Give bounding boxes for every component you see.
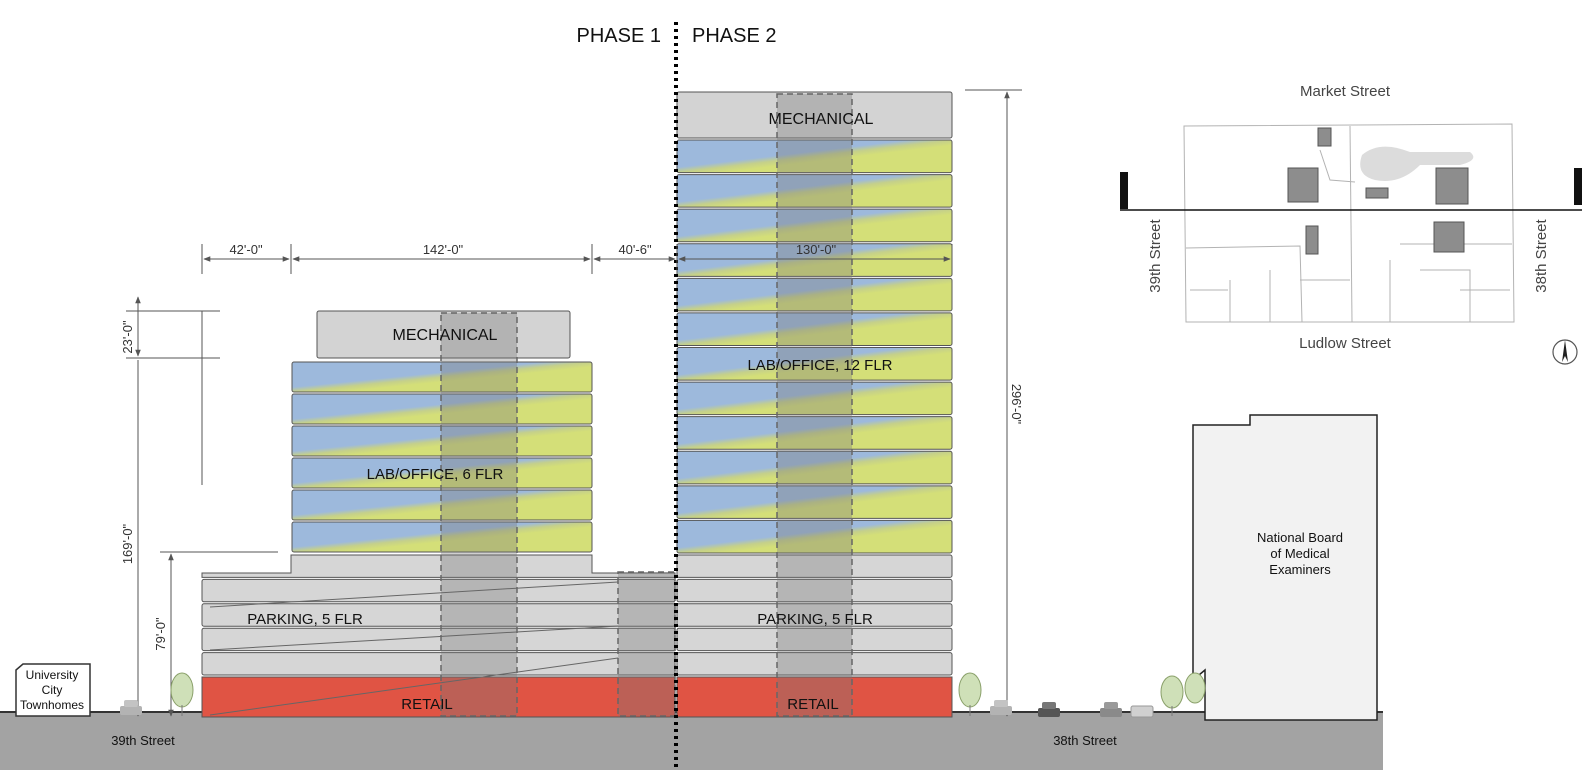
dim-79ft: 79'-0" [153,617,168,651]
cars [120,700,1154,718]
keymap-east-label: 38th Street [1533,218,1550,292]
lab-floor [676,277,953,312]
lab-floor [676,485,953,519]
lab-floor [676,347,953,381]
trees [170,672,1206,716]
lab-floor [676,416,953,450]
dim-169ft: 169'-0" [120,523,135,564]
parking-floor [676,554,953,578]
dim-130ft: 130'-0" [796,242,837,257]
phase2-core [776,93,853,717]
phase1-building [201,310,676,718]
car-icon [990,706,1012,715]
car-icon [1038,708,1060,717]
phase2-heading: PHASE 2 [692,25,776,47]
keymap-north-label: Market Street [1300,83,1391,100]
dim-296ft: 296'-0" [1009,384,1024,425]
nbme-label-1: National Board [1257,530,1343,545]
parking-floor [676,603,953,627]
tree-icon [958,672,982,708]
ramp-line [209,625,619,651]
phase1-lab-label: LAB/OFFICE, 6 FLR [367,466,504,483]
lab-floor [676,519,953,554]
phase2-lab-label: LAB/OFFICE, 12 FLR [747,357,892,374]
townhomes-label-2: City [42,683,63,697]
phase2-mechanical-label: MECHANICAL [769,111,874,128]
ramp-line [209,657,619,716]
section-cut-marker-right [1574,168,1582,205]
phase1-retail-label: RETAIL [401,696,452,713]
nbme-building: National Board of Medical Examiners [1192,414,1378,721]
keymap-west-label: 39th Street [1147,218,1164,292]
street-38th-label: 38th Street [1053,733,1117,748]
phase1-ramp-core [617,571,676,717]
car-icon [120,706,142,715]
lab-floor [676,381,953,416]
tree-icon [170,672,194,708]
parking-floor [201,652,676,676]
phase2-retail [676,676,953,718]
horizontal-dimensions [201,244,953,274]
phase1-parking-label: PARKING, 5 FLR [247,611,363,628]
townhomes-building: University City Townhomes [15,663,91,717]
townhomes-label-3: Townhomes [20,698,84,712]
keymap-plaza [1360,146,1474,181]
section-cut-marker-left [1120,172,1128,209]
tree-icon [1160,675,1184,709]
nbme-label-2: of Medical [1270,546,1329,561]
phase1-parking [201,554,676,676]
parking-floor [676,652,953,676]
car-icon [1100,708,1122,717]
ramp-line [209,581,619,608]
nbme-label-3: Examiners [1269,562,1331,577]
dim-40ft6: 40'-6" [618,242,652,257]
dim-42ft: 42'-0" [229,242,263,257]
dim-142ft: 142'-0" [423,242,464,257]
lab-floor [676,450,953,485]
phase2-retail-label: RETAIL [787,696,838,713]
phase2-building [676,91,953,718]
phase1-core [440,312,518,717]
parking-floor [201,554,676,578]
parking-floor [201,627,676,652]
phase1-mechanical-label: MECHANICAL [393,327,498,344]
keymap-site-plan [1183,123,1515,323]
street-39th-label: 39th Street [111,733,175,748]
phase1-mechanical [316,310,571,359]
vertical-dimensions [126,89,1022,717]
phase1-heading: PHASE 1 [577,25,661,47]
keymap-cores [1287,127,1469,255]
lab-floor [676,312,953,346]
key-map: Market Street Ludlow Street 39th Street … [1120,83,1582,352]
phase2-parking [676,554,953,676]
ground [0,712,1383,770]
car-icon [1130,705,1154,718]
north-arrow-icon [1552,339,1578,365]
keymap-south-label: Ludlow Street [1299,335,1392,352]
townhomes-label-1: University [26,668,79,682]
tree-icon [1184,672,1206,704]
phase2-parking-label: PARKING, 5 FLR [757,611,873,628]
dim-23ft: 23'-0" [120,320,135,354]
